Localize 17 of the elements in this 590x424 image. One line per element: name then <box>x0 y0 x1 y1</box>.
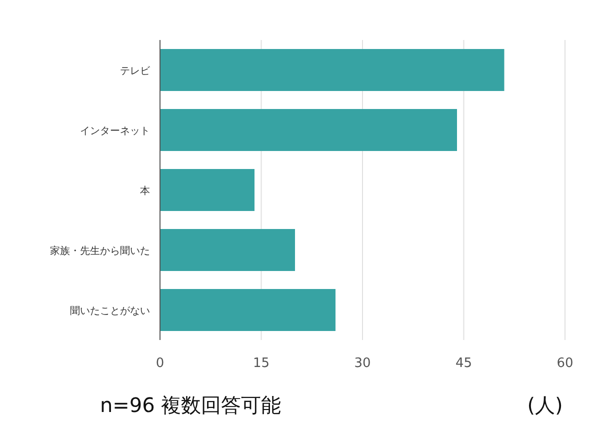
x-axis-title: (人) <box>527 393 563 417</box>
x-tick-label: 60 <box>556 356 574 371</box>
bar <box>160 109 457 151</box>
x-tick-label: 45 <box>455 356 472 371</box>
x-tick-label: 30 <box>354 356 371 371</box>
text: n=96 複数回答可能 <box>100 393 282 417</box>
x-tick-label: 0 <box>156 356 164 371</box>
bar <box>160 229 295 271</box>
bar <box>160 49 504 91</box>
y-tick-label: 家族・先生から聞いた <box>50 245 150 257</box>
y-tick-label: 聞いたことがない <box>70 305 150 317</box>
y-tick-label: 本 <box>140 185 150 197</box>
y-tick-label: インターネット <box>80 126 150 137</box>
y-tick-label: テレビ <box>120 66 151 77</box>
bar <box>160 289 336 331</box>
x-tick-label: 15 <box>252 356 270 371</box>
bar <box>160 169 254 211</box>
